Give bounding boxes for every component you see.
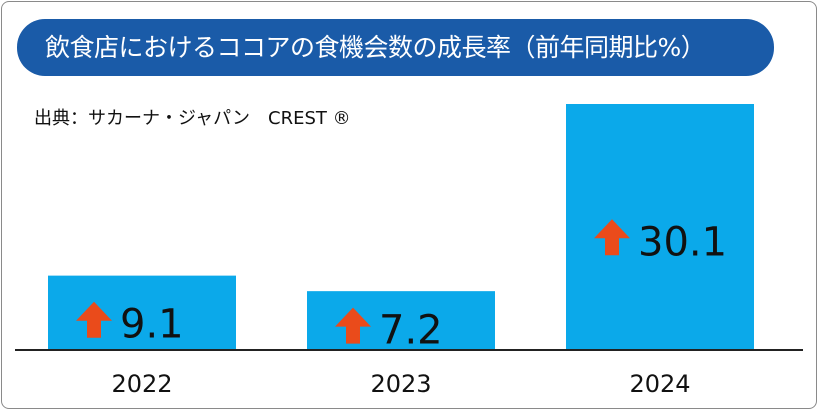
data-label-2023: 7.2 xyxy=(379,308,443,354)
bar-2023 xyxy=(307,291,495,350)
x-tick-label-2022: 2022 xyxy=(111,370,172,398)
bar-2022 xyxy=(48,275,236,350)
up-arrow-icon xyxy=(335,307,371,344)
data-label-2024: 30.1 xyxy=(638,219,727,265)
source-note: 出典：サカーナ・ジャパン CREST ® xyxy=(34,108,351,129)
x-tick-label-2024: 2024 xyxy=(629,370,690,398)
up-arrow-icon xyxy=(76,301,112,338)
bar-2024 xyxy=(566,104,754,350)
chart-title: 飲食店におけるココアの食機会数の成長率（前年同期比%） xyxy=(17,19,774,76)
x-tick-label-2023: 2023 xyxy=(370,370,431,398)
data-label-2022: 9.1 xyxy=(120,302,184,348)
up-arrow-icon xyxy=(594,219,630,256)
